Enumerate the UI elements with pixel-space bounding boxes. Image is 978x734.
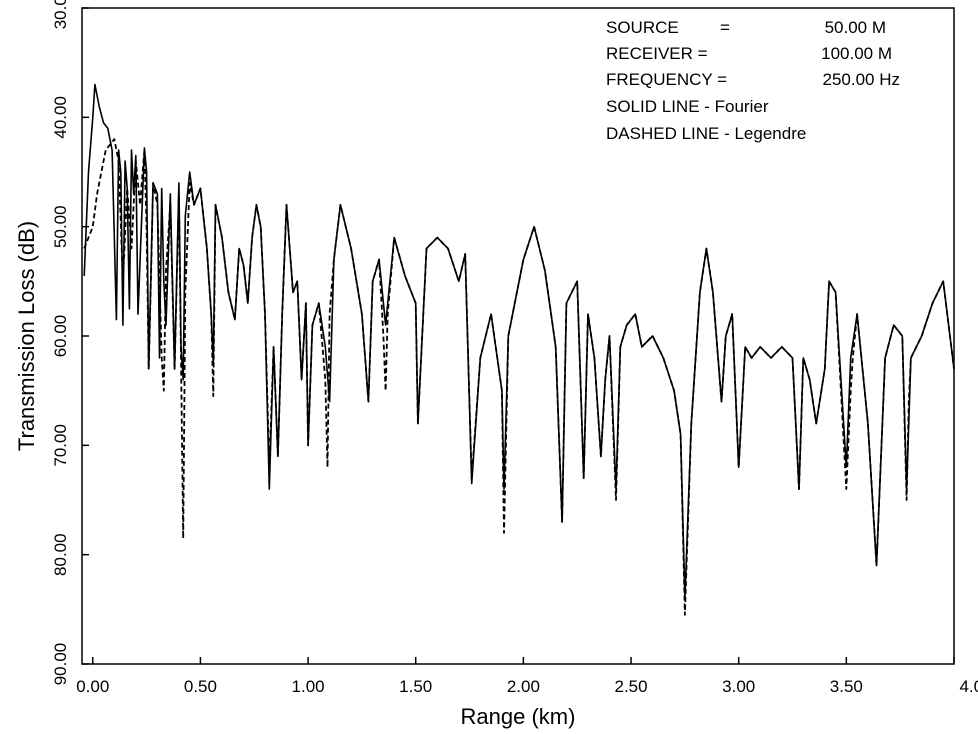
x-tick-label: 0.00: [76, 677, 109, 696]
legend-solid-line: SOLID LINE - Fourier: [606, 97, 769, 116]
legend-annotation: SOURCE = 50.00 M RECEIVER = 100.00 M FRE…: [606, 18, 900, 143]
y-axis-ticks: 30.00 40.00 50.00 60.00 70.00 80.00 90.00: [51, 0, 89, 685]
x-tick-label: 4.00: [959, 677, 978, 696]
x-tick-label: 3.00: [722, 677, 755, 696]
receiver-label: RECEIVER =: [606, 44, 708, 63]
x-tick-label: 1.50: [399, 677, 432, 696]
y-tick-label: 90.00: [51, 643, 70, 686]
x-tick-label: 0.50: [184, 677, 217, 696]
x-tick-label: 2.00: [507, 677, 540, 696]
y-tick-label: 80.00: [51, 533, 70, 576]
x-tick-label: 3.50: [830, 677, 863, 696]
y-axis-title: Transmission Loss (dB): [14, 221, 39, 451]
series-layer: [83, 83, 955, 616]
y-tick-label: 70.00: [51, 424, 70, 467]
series-line-legendre: [83, 138, 955, 616]
legend-dashed-line: DASHED LINE - Legendre: [606, 124, 806, 143]
frequency-label: FREQUENCY =: [606, 70, 727, 89]
y-tick-label: 30.00: [51, 0, 70, 29]
x-tick-label: 2.50: [614, 677, 647, 696]
y-tick-label: 50.00: [51, 205, 70, 248]
source-value: 50.00 M: [825, 18, 886, 37]
source-label: SOURCE: [606, 18, 679, 37]
y-tick-label: 60.00: [51, 315, 70, 358]
source-equals: =: [720, 18, 730, 37]
frequency-value: 250.00 Hz: [823, 70, 901, 89]
receiver-value: 100.00 M: [821, 44, 892, 63]
y-tick-label: 40.00: [51, 96, 70, 139]
x-axis-ticks: 0.00 0.50 1.00 1.50 2.00 2.50 3.00 3.50 4.00: [76, 657, 978, 696]
x-axis-title: Range (km): [461, 704, 576, 729]
x-tick-label: 1.00: [292, 677, 325, 696]
